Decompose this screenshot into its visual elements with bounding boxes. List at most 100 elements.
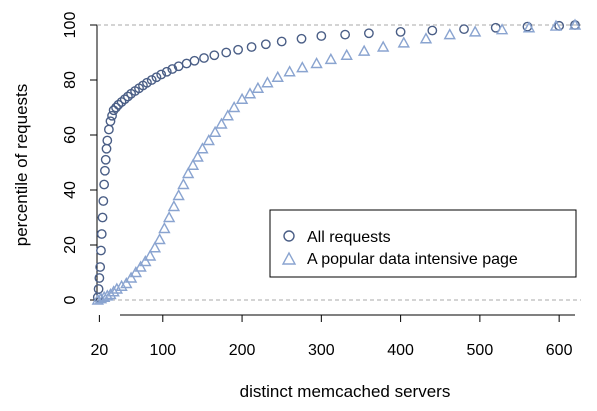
data-point-circle <box>94 273 105 283</box>
data-point-circle <box>233 44 244 55</box>
legend-marker-triangle <box>281 251 297 265</box>
data-point-triangle <box>243 87 257 99</box>
data-point-triangle <box>296 61 309 73</box>
x-tick-label: 500 <box>467 342 494 359</box>
data-point-triangle <box>208 125 222 137</box>
data-point-triangle <box>191 150 204 162</box>
data-point-triangle <box>419 32 433 44</box>
data-point-triangle <box>177 178 190 190</box>
data-point-circle <box>108 105 119 116</box>
data-point-triangle <box>357 44 371 56</box>
data-point-triangle <box>568 18 582 30</box>
data-point-circle <box>209 50 220 61</box>
data-point-triangle <box>227 101 241 113</box>
legend-label-popular-page: A popular data intensive page <box>307 251 518 268</box>
data-point-circle <box>101 143 112 154</box>
legend-box <box>269 209 577 278</box>
data-point-circle <box>100 154 111 165</box>
data-point-triangle <box>148 241 162 253</box>
data-point-circle <box>427 25 438 36</box>
data-point-circle <box>246 42 257 52</box>
data-point-triangle <box>221 109 234 121</box>
data-point-circle <box>181 58 192 69</box>
data-point-circle <box>156 69 167 80</box>
data-point-triangle <box>376 40 390 52</box>
data-point-triangle <box>468 25 482 37</box>
data-point-triangle <box>397 36 410 48</box>
data-point-circle <box>142 77 152 88</box>
data-point-triangle <box>522 21 536 33</box>
data-point-triangle <box>134 260 147 272</box>
data-point-triangle <box>196 142 209 154</box>
data-point-circle <box>99 179 110 190</box>
data-point-circle <box>102 135 113 146</box>
data-point-triangle <box>310 57 323 69</box>
data-point-circle <box>107 110 117 121</box>
x-tick-label: 400 <box>387 342 414 359</box>
data-point-triangle <box>443 28 456 40</box>
data-point-circle <box>123 91 133 102</box>
data-point-circle <box>459 24 469 35</box>
data-point-triangle <box>115 279 128 291</box>
data-point-circle <box>316 31 327 41</box>
data-point-circle <box>221 47 232 58</box>
legend: All requests A popular data intensive pa… <box>269 209 577 278</box>
data-point-circle <box>116 97 127 107</box>
data-point-triangle <box>495 23 509 35</box>
data-point-circle <box>189 55 200 66</box>
data-point-triangle <box>120 277 133 289</box>
data-point-triangle <box>172 189 185 201</box>
data-point-triangle <box>181 167 195 179</box>
data-point-triangle <box>283 65 296 77</box>
x-tick-label: 600 <box>546 342 573 359</box>
data-point-triangle <box>139 255 152 267</box>
data-point-triangle <box>251 81 265 93</box>
data-point-circle <box>97 212 108 223</box>
data-point-circle <box>167 64 178 74</box>
data-point-circle <box>199 53 209 63</box>
data-point-triangle <box>549 19 563 31</box>
data-point-circle <box>340 29 351 40</box>
y-tick-label: 20 <box>62 236 79 254</box>
y-tick-label: 100 <box>62 12 79 39</box>
data-point-triangle <box>261 76 274 88</box>
legend-marker-circle <box>283 230 295 242</box>
y-tick-label: 80 <box>62 71 79 89</box>
data-point-triangle <box>104 288 117 300</box>
series-2 <box>91 18 582 305</box>
x-tick-label: 200 <box>229 342 256 359</box>
data-point-triangle <box>186 158 200 170</box>
data-point-circle <box>98 196 109 206</box>
data-point-circle <box>96 245 106 256</box>
data-point-circle <box>146 75 157 85</box>
y-tick-label: 0 <box>62 295 79 304</box>
data-point-circle <box>119 94 130 105</box>
data-point-circle <box>111 102 121 113</box>
data-point-triangle <box>340 48 353 60</box>
data-point-circle <box>113 99 124 110</box>
data-point-circle <box>103 124 114 135</box>
data-point-triangle <box>324 52 338 65</box>
data-point-circle <box>395 26 406 37</box>
x-tick-label: 20 <box>90 342 108 359</box>
data-point-circle <box>161 66 172 77</box>
data-point-triangle <box>235 92 249 104</box>
x-tick-label: 300 <box>308 342 335 359</box>
data-point-triangle <box>153 233 166 245</box>
legend-label-all-requests: All requests <box>307 229 391 246</box>
data-point-circle <box>95 262 106 272</box>
y-axis-title: percentile of requests <box>12 84 31 247</box>
data-point-triangle <box>107 285 120 297</box>
data-point-circle <box>100 165 110 176</box>
data-point-triangle <box>129 266 143 278</box>
x-tick-label: 100 <box>149 342 176 359</box>
data-point-triangle <box>202 134 215 146</box>
data-point-triangle <box>110 282 124 294</box>
data-point-triangle <box>158 222 171 234</box>
data-point-triangle <box>167 200 181 212</box>
data-point-circle <box>151 72 162 83</box>
data-point-circle <box>363 28 374 39</box>
data-point-circle <box>296 33 307 44</box>
data-point-triangle <box>143 249 157 261</box>
